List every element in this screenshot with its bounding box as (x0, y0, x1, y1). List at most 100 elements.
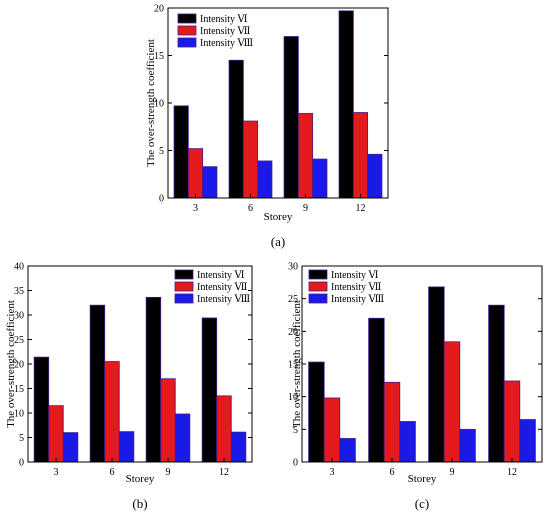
bar-b-series1-storey-9 (145, 296, 162, 463)
x-tick-label-c: 6 (390, 467, 395, 478)
y-tick-label-c: 25 (288, 294, 298, 305)
bar-b-series3-storey-3 (62, 432, 79, 463)
legend-label-a-series1: Intensity Ⅵ (200, 14, 248, 25)
legend-label-b-series1: Intensity Ⅵ (197, 270, 245, 281)
y-tick-label-a: 20 (154, 4, 164, 15)
x-axis-title-c: Storey (408, 473, 437, 485)
bar-c-series3-storey-6 (399, 421, 416, 463)
legend-swatch-c-series3 (308, 293, 328, 304)
y-tick-label-c: 20 (288, 327, 298, 338)
y-tick-label-c: 10 (288, 392, 298, 403)
bar-c-series1-storey-12 (488, 304, 505, 463)
y-tick-label-b: 10 (14, 409, 24, 420)
y-tick-label-b: 25 (14, 335, 24, 346)
bar-c-series1-storey-3 (308, 361, 325, 463)
x-tick-label-c: 3 (330, 467, 335, 478)
x-tick-label-a: 12 (356, 203, 366, 214)
bar-a-series3-storey-12 (367, 153, 383, 199)
bar-c-series3-storey-3 (339, 438, 356, 463)
bar-a-series2-storey-6 (242, 120, 259, 199)
legend-swatch-b-series3 (174, 293, 194, 304)
y-axis-title-b: The over-strength coefficient (5, 300, 17, 428)
chart-c: 0 5 10 15 20 25 30 3 6 9 12 Storey The over-strength… (288, 262, 543, 511)
bar-c-series1-storey-9 (428, 286, 445, 463)
x-tick-label-b: 3 (54, 467, 59, 478)
bar-b-series3-storey-6 (118, 431, 135, 463)
y-tick-label-b: 35 (14, 286, 24, 297)
bar-b-series2-storey-3 (48, 405, 64, 463)
bar-b-series1-storey-3 (33, 356, 50, 463)
x-tick-label-b: 9 (166, 467, 171, 478)
bar-a-series1-storey-6 (228, 59, 244, 199)
bar-a-series1-storey-12 (338, 10, 354, 199)
y-tick-label-c: 15 (288, 360, 298, 371)
y-tick-label-b: 0 (19, 458, 24, 469)
legend-swatch-c-series2 (308, 281, 328, 292)
bar-c-series3-storey-12 (519, 419, 536, 463)
bar-a-series1-storey-9 (283, 36, 299, 199)
y-tick-label-a: 15 (154, 51, 164, 62)
caption-b: (b) (132, 496, 147, 511)
y-tick-label-a: 5 (159, 146, 164, 157)
legend-swatch-a-series1 (177, 13, 197, 24)
bar-a-series2-storey-12 (352, 112, 369, 199)
legend-label-a-series3: Intensity Ⅷ (200, 38, 253, 49)
y-tick-label-b: 30 (14, 311, 24, 322)
legend-swatch-b-series2 (174, 281, 194, 292)
x-tick-label-b: 6 (110, 467, 115, 478)
y-tick-label-b: 40 (14, 262, 24, 273)
bar-a-series2-storey-9 (297, 113, 314, 199)
bar-c-series2-storey-12 (503, 380, 521, 463)
bar-c-series1-storey-6 (368, 317, 385, 463)
chart-b: 0 5 10 15 20 25 30 35 40 3 6 9 12 Storey The over-stre… (5, 262, 253, 511)
bar-c-series3-storey-9 (459, 428, 476, 463)
bar-c-series2-storey-9 (443, 341, 461, 463)
x-tick-label-a: 6 (248, 203, 253, 214)
y-tick-label-c: 5 (293, 425, 298, 436)
y-axis-title-c: The over-strength coefficient (291, 300, 303, 428)
y-tick-label-b: 15 (14, 384, 24, 395)
bar-b-series2-storey-9 (160, 378, 176, 463)
y-tick-label-c: 30 (288, 262, 298, 273)
bar-a-series3-storey-9 (312, 158, 328, 199)
y-tick-label-b: 20 (14, 360, 24, 371)
x-tick-label-a: 3 (193, 203, 198, 214)
bar-c-series2-storey-6 (383, 381, 401, 463)
legend-swatch-c-series1 (308, 269, 328, 280)
bar-a-series3-storey-6 (257, 160, 273, 199)
bar-a-series2-storey-3 (187, 148, 204, 199)
bar-b-series3-storey-12 (230, 431, 247, 463)
bar-a-series3-storey-3 (202, 166, 218, 199)
bar-b-series1-storey-12 (201, 317, 218, 463)
legend-swatch-a-series2 (177, 25, 197, 36)
y-tick-label-a: 0 (159, 194, 164, 205)
y-tick-label-a: 10 (154, 99, 164, 110)
x-axis-title-b: Storey (126, 473, 155, 485)
bar-a-series1-storey-3 (173, 105, 189, 199)
legend-label-c-series3: Intensity Ⅷ (331, 294, 384, 305)
x-axis-title-a: Storey (264, 211, 293, 223)
legend-label-b-series3: Intensity Ⅷ (197, 294, 250, 305)
y-tick-label-c: 0 (293, 458, 298, 469)
y-axis-title-a: The over-strength coefficient (145, 39, 157, 167)
bar-b-series1-storey-6 (89, 304, 106, 463)
bar-b-series2-storey-12 (216, 395, 232, 463)
x-tick-label-c: 12 (507, 467, 517, 478)
legend-label-b-series2: Intensity Ⅶ (197, 282, 247, 293)
bar-c-series2-storey-3 (323, 397, 341, 463)
bar-b-series2-storey-6 (104, 361, 120, 463)
legend-label-a-series2: Intensity Ⅶ (200, 26, 250, 37)
legend-label-c-series1: Intensity Ⅵ (331, 270, 379, 281)
caption-a: (a) (271, 234, 285, 249)
legend-label-c-series2: Intensity Ⅶ (331, 282, 381, 293)
legend-swatch-a-series3 (177, 37, 197, 48)
legend-swatch-b-series1 (174, 269, 194, 280)
x-tick-label-c: 9 (450, 467, 455, 478)
x-tick-label-a: 9 (303, 203, 308, 214)
chart-a: 0 5 10 15 20 3 6 9 12 Storey The over-strength coe… (145, 4, 389, 249)
caption-c: (c) (415, 496, 429, 511)
x-tick-label-b: 12 (219, 467, 229, 478)
y-tick-label-b: 5 (19, 433, 24, 444)
bar-b-series3-storey-9 (174, 413, 191, 463)
